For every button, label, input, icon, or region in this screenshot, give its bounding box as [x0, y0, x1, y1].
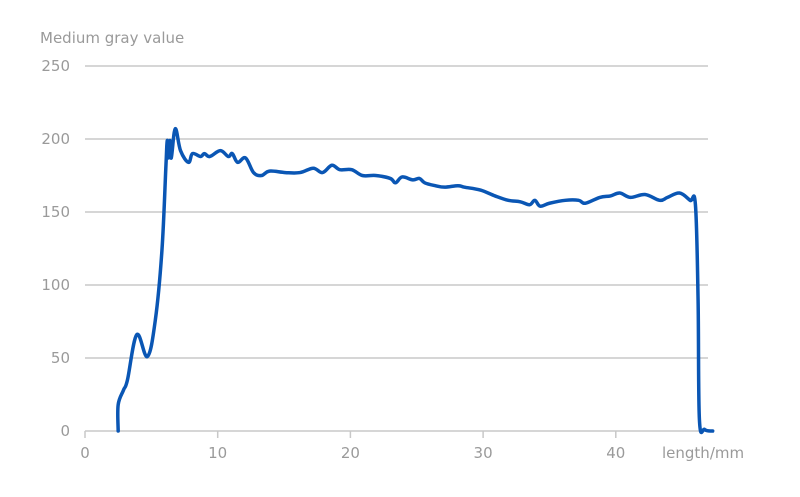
y-tick-label: 50 — [51, 349, 70, 367]
y-tick-label: 200 — [41, 130, 70, 148]
x-tick-label: 0 — [80, 444, 90, 462]
series-line — [116, 127, 715, 435]
y-tick-label: 0 — [60, 422, 70, 440]
x-tick-label: 20 — [341, 444, 360, 462]
y-tick-label: 100 — [41, 276, 70, 294]
x-tick-label: 30 — [474, 444, 493, 462]
y-tick-label: 250 — [41, 57, 70, 75]
y-tick-label: 150 — [41, 203, 70, 221]
x-axis-label: length/mm — [662, 444, 744, 462]
y-axis-label: Medium gray value — [40, 29, 184, 47]
x-tick-label: 10 — [208, 444, 227, 462]
x-tick-label: 40 — [606, 444, 625, 462]
